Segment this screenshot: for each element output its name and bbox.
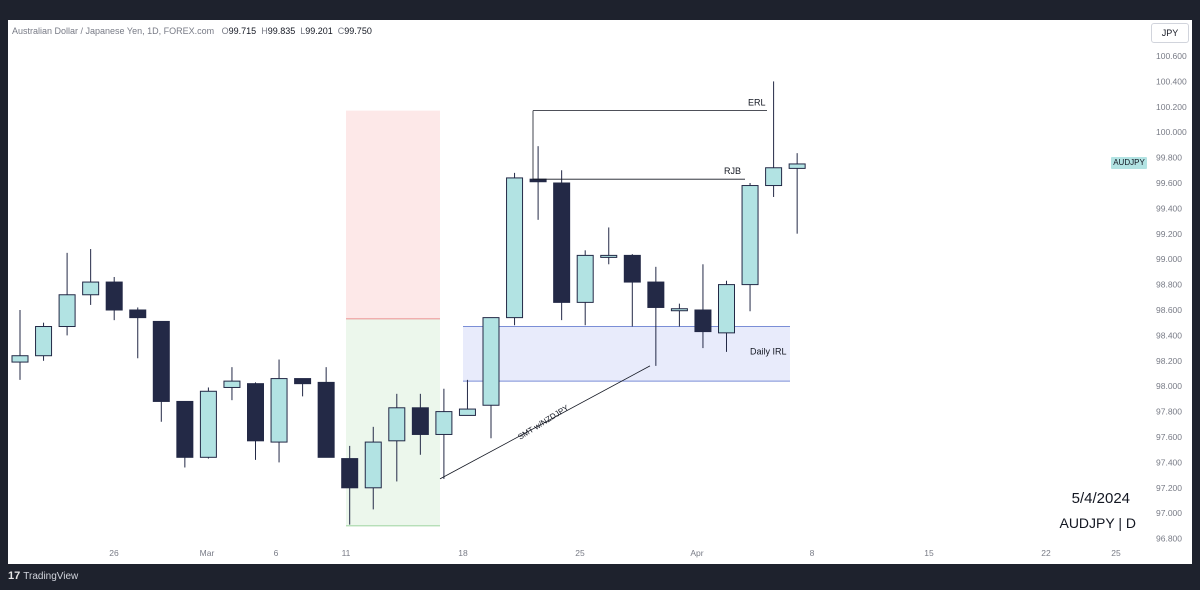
y-tick-label: 98.800 — [1156, 280, 1182, 290]
price-axis[interactable]: 100.600 100.400 100.200 100.000 99.800 99.600… — [1156, 51, 1187, 544]
bear-candle — [105, 281, 123, 311]
x-tick-label: 26 — [109, 548, 119, 558]
bull-candle — [388, 407, 406, 442]
y-tick-label: 99.600 — [1156, 178, 1182, 188]
y-tick-label: 97.800 — [1156, 407, 1182, 417]
x-tick-label: Apr — [690, 548, 703, 558]
bull-candle — [458, 408, 476, 416]
y-tick-label: 98.400 — [1156, 330, 1182, 340]
y-tick-label: 99.000 — [1156, 254, 1182, 264]
bear-candle — [647, 281, 665, 308]
y-tick-label: 99.200 — [1156, 229, 1182, 239]
erl-label: ERL — [748, 98, 766, 108]
watermark-date: 5/4/2024 — [1071, 490, 1130, 507]
y-tick-label: 99.400 — [1156, 203, 1182, 213]
bear-candle — [317, 381, 335, 458]
y-tick-label: 97.400 — [1156, 457, 1182, 467]
watermark-symbol: AUDJPY | D — [1059, 515, 1136, 531]
close-label: C — [337, 26, 345, 36]
bull-candle — [670, 308, 688, 312]
rjb-label: RJB — [724, 166, 741, 176]
open-value: 99.715 — [228, 26, 257, 36]
bull-candle — [718, 284, 735, 334]
bull-candle — [270, 378, 288, 443]
smt-line — [439, 365, 651, 480]
currency-button[interactable]: JPY — [1151, 23, 1189, 43]
bear-candle — [294, 378, 312, 385]
x-tick-label: 18 — [458, 548, 468, 558]
symbol-header: Australian Dollar / Japanese Yen, 1D, FO… — [12, 26, 372, 36]
high-value: 99.835 — [267, 26, 296, 36]
low-label: L — [300, 26, 306, 36]
bull-candle — [35, 326, 53, 357]
y-tick-label: 100.400 — [1156, 76, 1187, 86]
y-tick-label: 98.000 — [1156, 381, 1182, 391]
bear-candle — [694, 309, 712, 333]
y-tick-label: 98.600 — [1156, 305, 1182, 315]
x-tick-label: 11 — [342, 548, 351, 558]
supply-zone — [346, 110, 440, 319]
bear-candle — [152, 320, 170, 402]
y-tick-label: 97.600 — [1156, 432, 1182, 442]
bull-candle — [58, 294, 76, 328]
tradingview-logo[interactable]: 17 TradingView — [8, 570, 78, 582]
bull-candle — [364, 441, 382, 489]
y-tick-label: 96.800 — [1156, 534, 1182, 544]
x-tick-label: 25 — [1111, 548, 1121, 558]
x-tick-label: 15 — [924, 548, 934, 558]
bear-candle — [129, 309, 147, 319]
bull-candle — [788, 163, 806, 169]
bear-candle — [623, 254, 641, 283]
x-tick-label: 25 — [575, 548, 585, 558]
bull-candle — [765, 167, 783, 187]
bull-candle — [435, 411, 453, 435]
high-label: H — [261, 26, 268, 36]
close-value: 99.750 — [344, 26, 372, 36]
low-value: 99.201 — [305, 26, 333, 36]
x-tick-label: Mar — [200, 548, 215, 558]
bull-candle — [199, 390, 217, 458]
x-tick-label: 22 — [1041, 548, 1051, 558]
bull-candle — [506, 177, 524, 319]
daily-irl-label: Daily IRL — [750, 346, 787, 356]
y-tick-label: 98.200 — [1156, 356, 1182, 366]
bull-candle — [82, 281, 100, 296]
open-label: O — [221, 26, 229, 36]
y-tick-label: 97.000 — [1156, 508, 1182, 518]
y-tick-label: 100.000 — [1156, 127, 1187, 137]
bull-candle — [600, 254, 618, 258]
x-tick-label: 6 — [274, 548, 279, 558]
tradingview-brand: TradingView — [23, 570, 79, 582]
bear-candle — [176, 400, 194, 458]
y-tick-label: 100.200 — [1156, 102, 1187, 112]
last-price-tag: AUDJPY — [1111, 157, 1147, 169]
y-tick-label: 100.600 — [1156, 51, 1187, 61]
bull-candle — [11, 355, 29, 363]
bull-candle — [576, 254, 594, 303]
bear-candle — [247, 383, 264, 442]
bear-candle — [553, 182, 571, 303]
y-tick-label: 97.200 — [1156, 483, 1182, 493]
bull-candle — [482, 317, 500, 406]
bull-candle — [223, 380, 241, 388]
bear-candle — [341, 458, 359, 489]
symbol-title: Australian Dollar / Japanese Yen, 1D, FO… — [12, 26, 215, 36]
smt-label: SMT w/NZDJPY — [516, 403, 571, 442]
bull-candle — [741, 185, 759, 286]
x-tick-label: 8 — [810, 548, 815, 558]
bear-candle — [411, 407, 429, 435]
y-tick-label: 99.800 — [1156, 153, 1182, 163]
time-axis[interactable]: 26 Mar 6 11 18 25 Apr 8 15 22 25 — [109, 548, 1121, 558]
tradingview-mark-icon: 17 — [8, 570, 21, 582]
daily-irl-zone — [463, 326, 790, 382]
candles — [11, 81, 806, 525]
